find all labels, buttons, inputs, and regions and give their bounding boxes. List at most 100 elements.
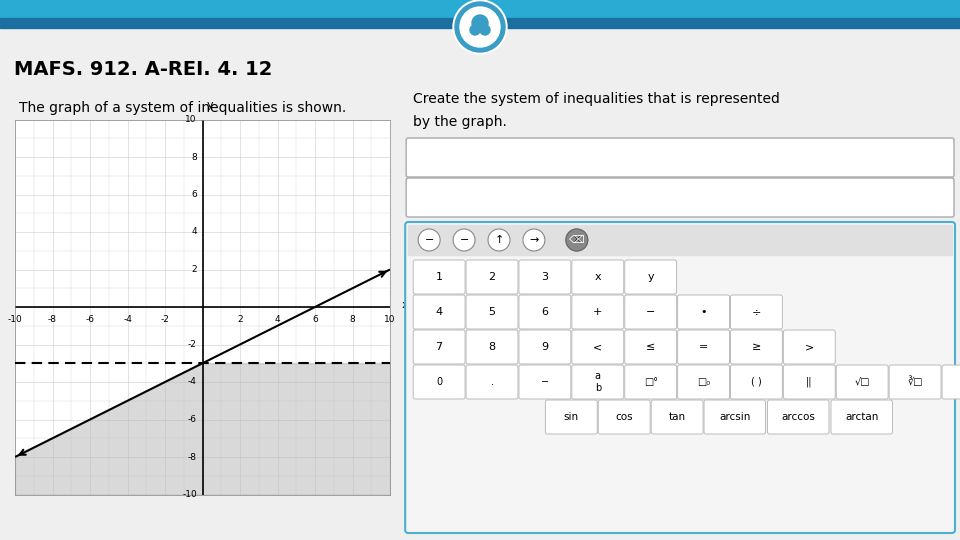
Text: 4: 4 xyxy=(275,314,280,323)
Text: 9: 9 xyxy=(541,342,548,352)
Text: <: < xyxy=(593,342,603,352)
Circle shape xyxy=(453,0,507,54)
FancyBboxPatch shape xyxy=(572,260,624,294)
Bar xyxy=(408,225,952,255)
Text: a
b: a b xyxy=(594,371,601,393)
Text: .: . xyxy=(491,377,493,387)
Text: ✕: ✕ xyxy=(572,235,582,245)
FancyBboxPatch shape xyxy=(625,260,677,294)
Circle shape xyxy=(455,2,505,52)
Text: 8: 8 xyxy=(349,314,355,323)
Circle shape xyxy=(480,25,490,35)
Circle shape xyxy=(419,229,440,251)
FancyBboxPatch shape xyxy=(731,365,782,399)
FancyBboxPatch shape xyxy=(466,260,518,294)
Text: -2: -2 xyxy=(188,340,197,349)
FancyBboxPatch shape xyxy=(572,295,624,329)
FancyBboxPatch shape xyxy=(519,330,571,364)
Text: sin: sin xyxy=(564,412,579,422)
Text: -8: -8 xyxy=(188,453,197,462)
Text: 5: 5 xyxy=(489,307,495,317)
FancyBboxPatch shape xyxy=(413,260,465,294)
Circle shape xyxy=(488,229,510,251)
FancyBboxPatch shape xyxy=(413,330,465,364)
FancyBboxPatch shape xyxy=(466,365,518,399)
FancyBboxPatch shape xyxy=(678,365,730,399)
FancyBboxPatch shape xyxy=(731,330,782,364)
FancyBboxPatch shape xyxy=(405,222,955,533)
Text: 6: 6 xyxy=(541,307,548,317)
Text: ( ): ( ) xyxy=(751,377,762,387)
Text: arcsin: arcsin xyxy=(719,412,751,422)
FancyBboxPatch shape xyxy=(889,365,941,399)
Text: ∛□: ∛□ xyxy=(907,377,923,387)
FancyBboxPatch shape xyxy=(767,400,829,434)
FancyBboxPatch shape xyxy=(519,365,571,399)
Text: ≤: ≤ xyxy=(646,342,656,352)
Text: >: > xyxy=(804,342,814,352)
FancyBboxPatch shape xyxy=(519,260,571,294)
Text: -6: -6 xyxy=(85,314,94,323)
Text: □₀: □₀ xyxy=(697,377,710,387)
Text: •: • xyxy=(700,307,707,317)
Text: ||: || xyxy=(806,377,812,387)
FancyBboxPatch shape xyxy=(572,365,624,399)
FancyBboxPatch shape xyxy=(625,365,677,399)
Text: 3: 3 xyxy=(541,272,548,282)
Circle shape xyxy=(565,229,588,251)
Circle shape xyxy=(472,15,488,31)
Text: 10: 10 xyxy=(185,115,197,124)
FancyBboxPatch shape xyxy=(406,178,954,217)
Circle shape xyxy=(565,229,588,251)
Text: +: + xyxy=(593,307,603,317)
Text: Create the system of inequalities that is represented: Create the system of inequalities that i… xyxy=(413,92,780,106)
Text: √□: √□ xyxy=(854,377,870,387)
Text: 10: 10 xyxy=(384,314,396,323)
Text: 2: 2 xyxy=(489,272,495,282)
FancyBboxPatch shape xyxy=(625,330,677,364)
Text: 6: 6 xyxy=(312,314,318,323)
Text: −: − xyxy=(540,377,549,387)
Text: ÷: ÷ xyxy=(752,307,761,317)
Text: y: y xyxy=(647,272,654,282)
Text: 0: 0 xyxy=(436,377,443,387)
Text: x: x xyxy=(594,272,601,282)
Text: −: − xyxy=(460,235,468,245)
Circle shape xyxy=(523,229,545,251)
Text: ≥: ≥ xyxy=(752,342,761,352)
Text: 4: 4 xyxy=(191,227,197,237)
FancyBboxPatch shape xyxy=(572,330,624,364)
FancyBboxPatch shape xyxy=(625,295,677,329)
Text: 8: 8 xyxy=(191,152,197,161)
FancyBboxPatch shape xyxy=(519,295,571,329)
Text: -8: -8 xyxy=(48,314,57,323)
Text: □°: □° xyxy=(643,377,658,387)
Text: tan: tan xyxy=(668,412,685,422)
Text: 8: 8 xyxy=(489,342,495,352)
FancyBboxPatch shape xyxy=(783,330,835,364)
Text: −: − xyxy=(646,307,656,317)
FancyBboxPatch shape xyxy=(545,400,597,434)
Bar xyxy=(0,0,960,18)
Text: ↑: ↑ xyxy=(494,235,504,245)
FancyBboxPatch shape xyxy=(831,400,893,434)
Text: -10: -10 xyxy=(182,490,197,499)
Text: 2: 2 xyxy=(237,314,243,323)
Text: 2: 2 xyxy=(191,265,197,274)
FancyBboxPatch shape xyxy=(836,365,888,399)
Text: -6: -6 xyxy=(188,415,197,424)
FancyBboxPatch shape xyxy=(651,400,703,434)
Text: arccos: arccos xyxy=(781,412,815,422)
Text: cos: cos xyxy=(615,412,633,422)
Text: =: = xyxy=(699,342,708,352)
Circle shape xyxy=(453,229,475,251)
FancyBboxPatch shape xyxy=(678,330,730,364)
Text: y: y xyxy=(206,100,213,110)
Text: MAFS. 912. A-REI. 4. 12: MAFS. 912. A-REI. 4. 12 xyxy=(14,60,273,79)
Text: −: − xyxy=(424,235,434,245)
FancyBboxPatch shape xyxy=(406,138,954,177)
FancyBboxPatch shape xyxy=(678,295,730,329)
Bar xyxy=(0,18,960,28)
Text: -10: -10 xyxy=(8,314,22,323)
FancyBboxPatch shape xyxy=(598,400,650,434)
